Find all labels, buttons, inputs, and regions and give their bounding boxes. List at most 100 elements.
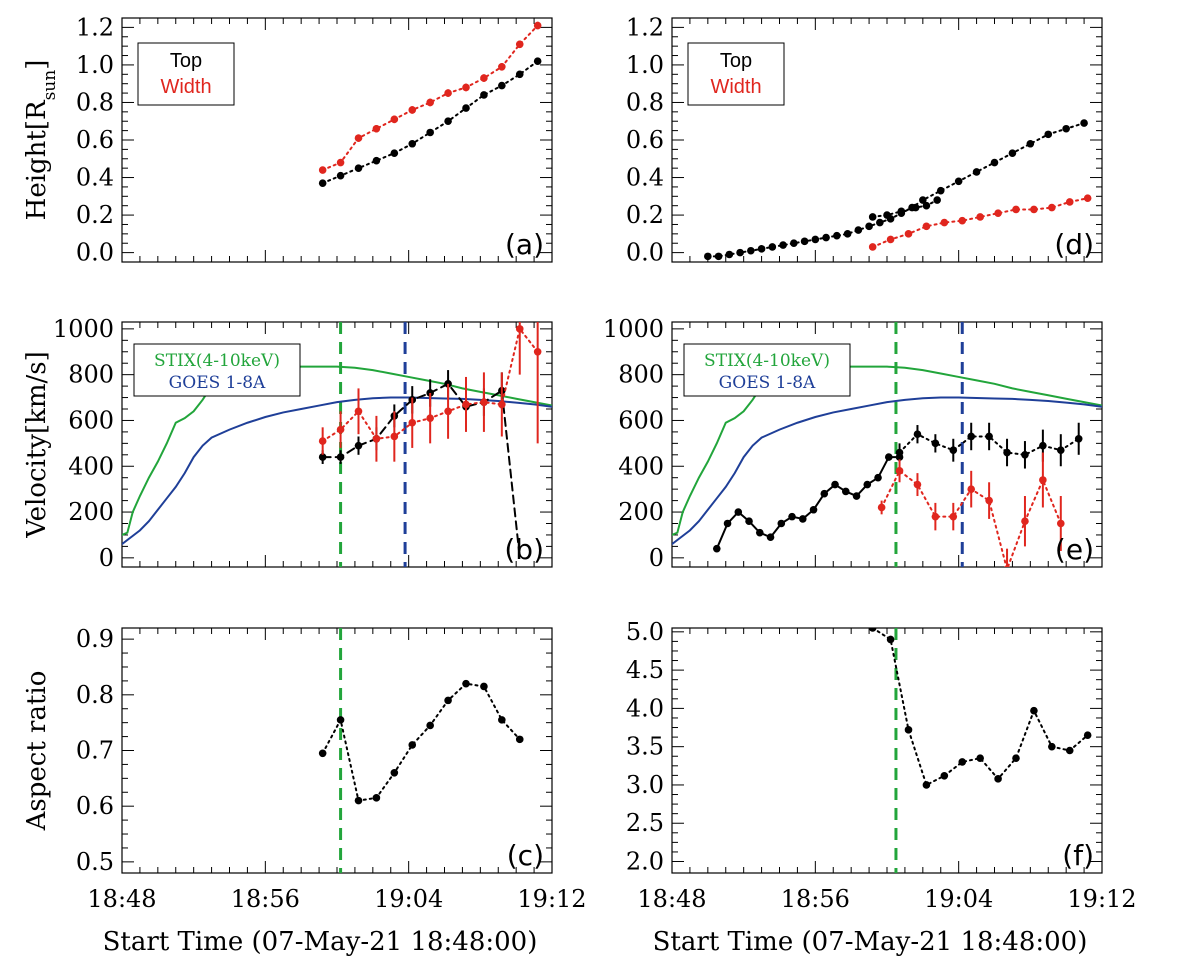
data-point: [354, 164, 363, 172]
data-point: [1048, 742, 1056, 751]
data-point: [372, 156, 381, 165]
y-tick-label: 0.2: [76, 201, 114, 229]
data-point: [318, 749, 327, 758]
y-axis-title: Velocity[km/s]: [22, 351, 52, 539]
panel-a: 0.0 0.2 0.4 0.6 0.8 1.0 1.2 Height[Rsun] Top Widt…: [22, 13, 553, 267]
x-tick-label: 18:48: [87, 885, 156, 913]
data-point: [757, 245, 766, 253]
y-tick-label: 0.7: [76, 737, 114, 765]
data-point: [976, 213, 984, 221]
data-point: [318, 453, 327, 461]
y-tick-label: 0: [99, 544, 114, 572]
data-point: [1083, 194, 1092, 202]
data-point: [868, 243, 877, 251]
data-point: [498, 716, 506, 724]
panel-d: 0.0 0.2 0.4 0.6 0.8 1.0 1.2 Top Width (d): [626, 13, 1103, 267]
y-tick-label: 1.0: [626, 51, 664, 79]
data-point: [533, 347, 542, 356]
data-point: [336, 158, 345, 167]
y-tick-label: 2.5: [626, 809, 664, 837]
series-line-aspect-ratio: [321, 682, 521, 802]
data-point: [913, 430, 922, 438]
panel-c: 18:48 18:56 19:04 19:12 0.5 0.6 0.7 0.8 0.9 Aspec…: [22, 625, 587, 913]
y-tick-label: 0.8: [76, 681, 114, 709]
data-point: [336, 171, 345, 180]
data-point: [931, 439, 940, 448]
data-point: [1080, 119, 1088, 127]
legend-entry-top: Top: [720, 50, 752, 72]
y-tick-label: 600: [618, 406, 664, 434]
panel-tag: (d): [1054, 228, 1094, 261]
data-point: [444, 407, 452, 416]
series-line-top: [321, 60, 539, 185]
panel-tag: (c): [507, 839, 544, 872]
data-point: [922, 201, 931, 210]
x-axis-title-right: Start Time (07-May-21 18:48:00): [653, 927, 1088, 957]
data-point: [895, 448, 904, 457]
data-point: [498, 63, 506, 71]
y-tick-label: 1.2: [76, 13, 114, 41]
data-point: [408, 106, 417, 114]
data-point: [725, 250, 734, 259]
y-tick-label: 0.6: [76, 126, 114, 154]
data-point: [1056, 446, 1065, 455]
legend-entry-width: Width: [710, 76, 761, 98]
y-tick-label: 0.8: [626, 88, 664, 116]
x-tick-label: 18:56: [781, 885, 850, 913]
data-point: [515, 325, 524, 333]
y-tick-label: 800: [68, 361, 114, 389]
data-point: [809, 505, 818, 514]
y-tick-label: 0.9: [76, 625, 114, 653]
data-point: [831, 480, 839, 489]
data-point: [444, 117, 452, 126]
y-axis-title: Height[Rsun]: [22, 60, 60, 221]
data-point: [913, 480, 922, 489]
y-tick-label: 0.4: [626, 164, 664, 192]
x-tick-label: 19:12: [517, 885, 586, 913]
data-point: [877, 503, 886, 512]
data-point: [704, 252, 712, 261]
data-point: [886, 235, 895, 244]
data-point: [931, 512, 940, 521]
plot-area-b: [122, 322, 552, 567]
y-tick-label: 200: [68, 498, 114, 526]
data-point: [841, 487, 850, 496]
data-point: [1048, 203, 1056, 212]
data-point: [922, 781, 931, 789]
data-point: [904, 230, 913, 238]
data-point: [1021, 451, 1029, 459]
data-point: [354, 134, 363, 142]
y-tick-label: 1.0: [76, 51, 114, 79]
legend-entry-goes: GOES 1-8A: [169, 373, 266, 393]
series-line-top-velocity: [715, 456, 901, 550]
data-point: [949, 512, 958, 521]
panel-tag: (f): [1062, 839, 1094, 872]
data-point: [1083, 731, 1092, 739]
data-point: [515, 735, 524, 744]
data-point: [1003, 448, 1011, 457]
data-point: [958, 216, 967, 225]
data-point: [390, 149, 399, 157]
y-tick-label: 0.4: [76, 164, 114, 192]
data-point: [936, 186, 945, 195]
legend-box: [683, 343, 851, 397]
legend-entry-stix: STIX(4-10keV): [704, 351, 830, 371]
legend-entry-top: Top: [170, 50, 202, 72]
data-point: [967, 485, 976, 493]
y-tick-label: 1000: [53, 315, 114, 343]
data-point: [1056, 519, 1065, 528]
data-point: [994, 775, 1002, 783]
y-tick-label: 1000: [603, 315, 664, 343]
data-point: [426, 98, 434, 107]
y-tick-label: 400: [68, 452, 114, 480]
y-tick-label: 0: [649, 544, 664, 572]
data-point: [336, 453, 345, 461]
data-point: [480, 398, 488, 406]
data-point: [372, 434, 381, 443]
y-tick-label: 0.6: [626, 126, 664, 154]
data-point: [985, 496, 993, 505]
legend-entry-goes: GOES 1-8A: [719, 373, 816, 393]
plot-area-d: [704, 119, 1092, 261]
y-tick-label: 200: [618, 498, 664, 526]
